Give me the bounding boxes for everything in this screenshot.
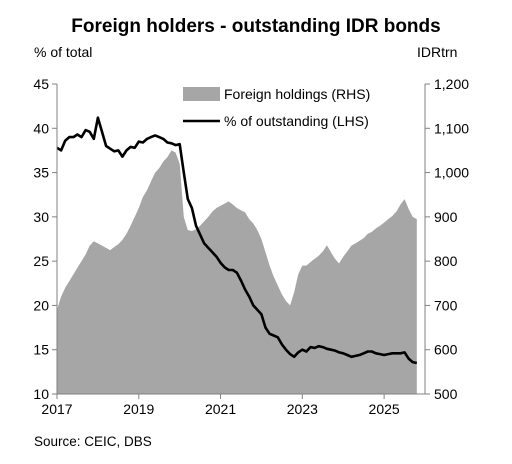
left-tick-label: 25 xyxy=(33,253,49,269)
chart-title: Foreign holders - outstanding IDR bonds xyxy=(71,16,440,37)
x-tick-label: 2017 xyxy=(41,401,72,417)
right-tick-label: 500 xyxy=(434,386,458,402)
right-tick-label: 1,000 xyxy=(434,165,469,181)
right-tick-label: 900 xyxy=(434,209,458,225)
ticks-layer: 10152025303540455006007008009001,0001,10… xyxy=(33,76,469,417)
left-tick-label: 40 xyxy=(33,120,49,136)
left-tick-label: 45 xyxy=(33,76,49,92)
right-tick-label: 700 xyxy=(434,297,458,313)
right-tick-label: 1,100 xyxy=(434,120,469,136)
x-tick-label: 2025 xyxy=(369,401,400,417)
left-tick-label: 35 xyxy=(33,165,49,181)
left-tick-label: 20 xyxy=(33,297,49,313)
x-tick-label: 2021 xyxy=(205,401,236,417)
line-layer xyxy=(56,116,418,365)
axes-layer xyxy=(56,84,426,395)
source-note: Source: CEIC, DBS xyxy=(34,434,152,449)
legend-label-foreign-holdings: Foreign holdings (RHS) xyxy=(224,86,370,102)
x-tick-label: 2019 xyxy=(123,401,154,417)
right-axis-unit-label: IDRtrn xyxy=(417,44,457,60)
right-tick-label: 1,200 xyxy=(434,76,469,92)
legend: Foreign holdings (RHS) % of outstanding … xyxy=(183,86,370,129)
left-tick-label: 10 xyxy=(33,386,49,402)
legend-swatch-foreign-holdings xyxy=(183,87,220,101)
left-tick-label: 30 xyxy=(33,209,49,225)
right-tick-label: 800 xyxy=(434,253,458,269)
right-tick-label: 600 xyxy=(434,342,458,358)
x-tick-label: 2023 xyxy=(287,401,318,417)
left-tick-label: 15 xyxy=(33,342,49,358)
left-axis-unit-label: % of total xyxy=(34,44,92,60)
legend-label-pct-outstanding: % of outstanding (LHS) xyxy=(224,113,369,129)
pct-outstanding-line xyxy=(56,116,418,365)
